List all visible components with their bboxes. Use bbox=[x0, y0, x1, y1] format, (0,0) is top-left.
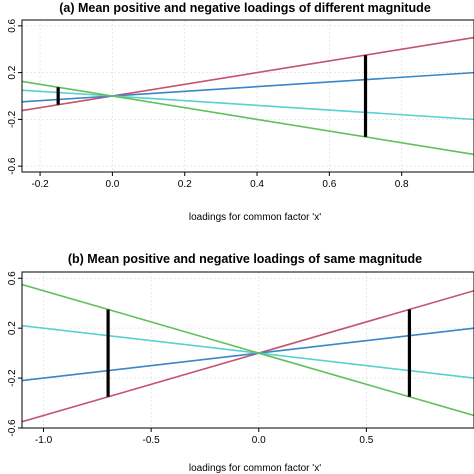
x-tick-label: 0.0 bbox=[252, 435, 266, 446]
chart-panel-b: (b) Mean positive and negative loadings … bbox=[7, 252, 474, 474]
y-axis-ticks: -0.6 -0.2 0.2 0.6 bbox=[7, 271, 22, 437]
x-tick-label: -0.2 bbox=[31, 179, 49, 190]
plot-frame bbox=[21, 19, 474, 173]
x-tick-label: -1.0 bbox=[35, 435, 53, 446]
plot-frame bbox=[21, 271, 474, 429]
x-tick-label: -0.5 bbox=[143, 435, 161, 446]
series-line bbox=[22, 89, 474, 121]
x-axis-label: loadings for common factor 'x' bbox=[189, 212, 321, 223]
series-line bbox=[22, 327, 474, 382]
x-tick-label: 0.0 bbox=[105, 179, 119, 190]
black-segments bbox=[56, 55, 368, 137]
x-axis-ticks: -1.0 -0.5 0.0 0.5 bbox=[35, 428, 374, 446]
y-tick-label: 0.2 bbox=[7, 65, 18, 79]
black-segments bbox=[106, 309, 412, 397]
x-tick-label: 0.8 bbox=[395, 179, 409, 190]
chart-panel-a: (a) Mean positive and negative loadings … bbox=[7, 1, 474, 223]
series-line bbox=[22, 71, 474, 103]
x-axis-label: loadings for common factor 'x' bbox=[189, 463, 321, 474]
y-tick-label: 0.6 bbox=[7, 18, 18, 32]
y-tick-label: -0.2 bbox=[7, 110, 18, 128]
series-lines bbox=[22, 36, 474, 156]
y-tick-label: -0.6 bbox=[7, 157, 18, 175]
series-line bbox=[22, 80, 474, 156]
series-line bbox=[22, 36, 474, 112]
x-tick-label: 0.6 bbox=[322, 179, 336, 190]
y-tick-label: -0.2 bbox=[7, 369, 18, 387]
series-line bbox=[22, 289, 474, 423]
series-line bbox=[22, 324, 474, 379]
chart-title: (a) Mean positive and negative loadings … bbox=[59, 1, 431, 15]
x-tick-label: 0.2 bbox=[178, 179, 192, 190]
chart-title: (b) Mean positive and negative loadings … bbox=[68, 252, 422, 266]
y-axis-ticks: -0.6 -0.2 0.2 0.6 bbox=[7, 18, 22, 175]
y-tick-label: -0.6 bbox=[7, 419, 18, 437]
x-tick-label: 0.4 bbox=[250, 179, 264, 190]
y-tick-label: 0.2 bbox=[7, 321, 18, 335]
y-tick-label: 0.6 bbox=[7, 271, 18, 285]
grid-lines bbox=[22, 20, 474, 172]
series-lines bbox=[22, 283, 474, 423]
series-line bbox=[22, 283, 474, 417]
x-tick-label: 0.5 bbox=[359, 435, 373, 446]
x-axis-ticks: -0.2 0.0 0.2 0.4 0.6 0.8 bbox=[31, 172, 409, 190]
